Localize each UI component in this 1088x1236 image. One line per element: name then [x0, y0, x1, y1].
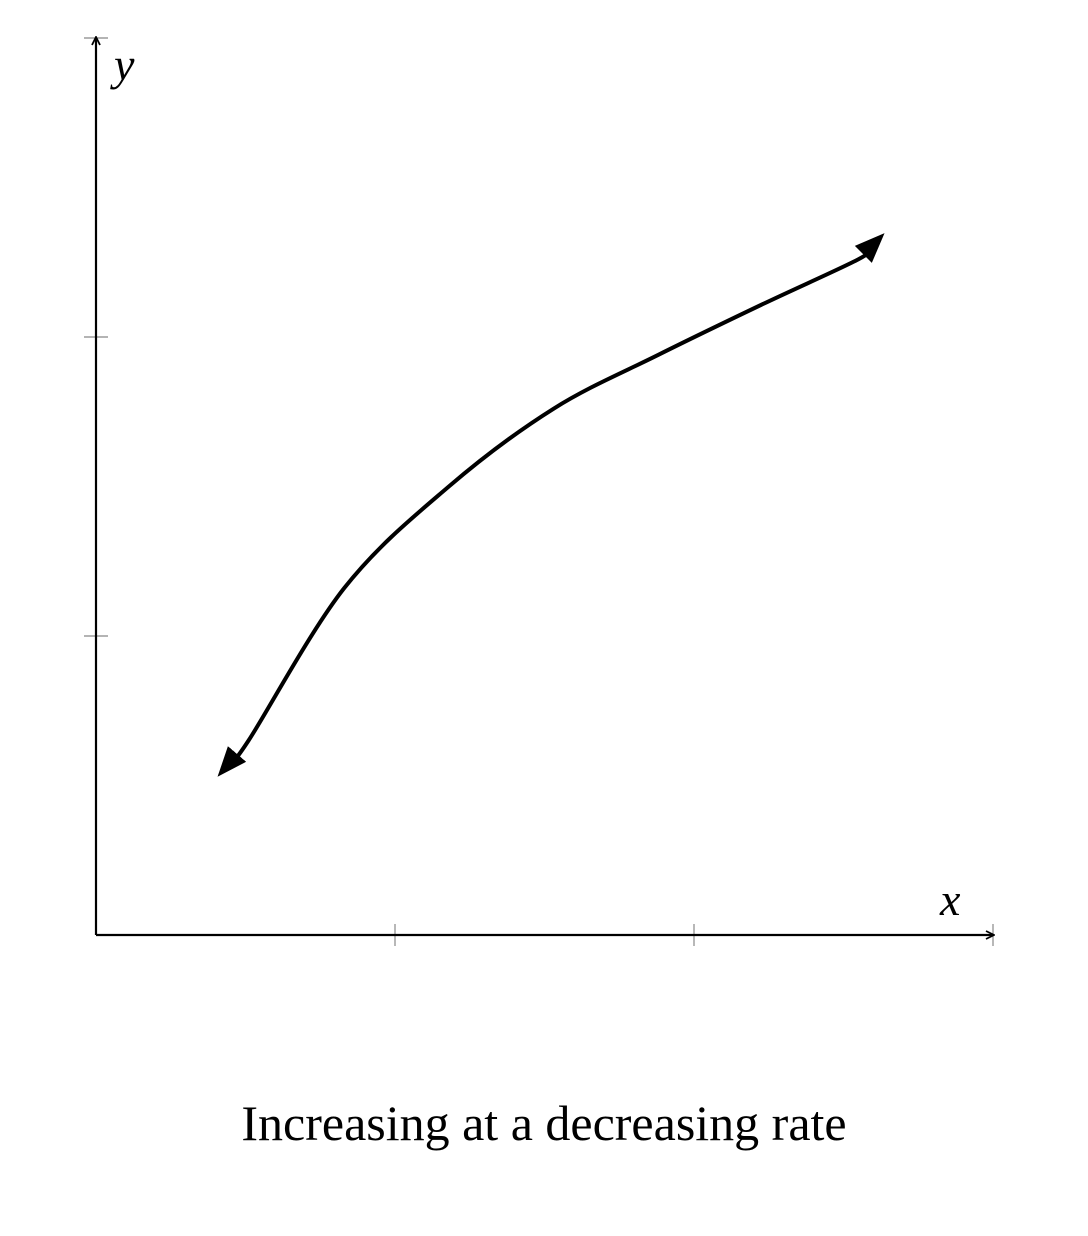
y-axis-label: y	[110, 39, 135, 90]
curve-series	[217, 233, 885, 777]
axis-ticks	[84, 37, 994, 946]
chart-title: Increasing at a decreasing rate	[241, 1095, 847, 1151]
x-axis-label: x	[939, 874, 961, 925]
